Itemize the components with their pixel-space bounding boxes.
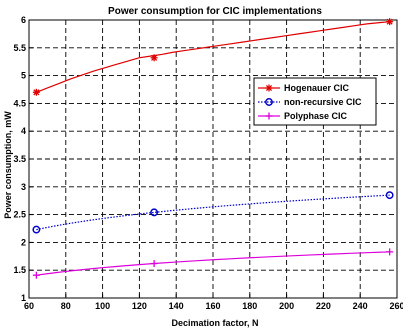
data-point bbox=[32, 225, 41, 234]
y-tick-label: 1 bbox=[21, 293, 26, 303]
grid bbox=[28, 19, 398, 299]
data-point bbox=[386, 248, 394, 256]
series-line bbox=[36, 21, 390, 93]
y-tick-label: 2.5 bbox=[13, 210, 26, 220]
data-point bbox=[32, 271, 40, 279]
x-tick-label: 140 bbox=[169, 301, 184, 311]
series-hogenauer-cic bbox=[32, 18, 394, 96]
legend-marker bbox=[265, 112, 273, 120]
series-line bbox=[36, 194, 390, 231]
data-point bbox=[150, 54, 158, 62]
legend: Hogenauer CIC non-recursive CIC Polyphase … bbox=[253, 77, 377, 126]
legend-marker bbox=[265, 98, 273, 106]
x-axis-label: Decimation factor, N bbox=[171, 318, 258, 328]
data-point bbox=[150, 260, 158, 268]
x-tick-label: 160 bbox=[205, 301, 220, 311]
y-tick-label: 4.5 bbox=[13, 98, 26, 108]
series-non-recursive-cic bbox=[32, 191, 394, 234]
y-tick-label: 4 bbox=[21, 126, 26, 136]
x-tick-label: 120 bbox=[132, 301, 147, 311]
legend-marker bbox=[265, 84, 273, 92]
series-layer bbox=[32, 18, 394, 279]
legend-label: non-recursive CIC bbox=[284, 97, 362, 107]
legend-item-polyphase-cic: Polyphase CIC bbox=[258, 111, 348, 121]
y-tick-label: 1.5 bbox=[13, 265, 26, 275]
y-tick-label: 3.5 bbox=[13, 154, 26, 164]
legend-item-non-recursive-cic: non-recursive CIC bbox=[258, 97, 362, 107]
y-tick-label: 6 bbox=[21, 15, 26, 25]
y-tick-label: 3 bbox=[21, 182, 26, 192]
y-tick-label: 2 bbox=[21, 237, 26, 247]
x-tick-label: 60 bbox=[24, 301, 34, 311]
data-point bbox=[386, 18, 394, 26]
y-tick-label: 5 bbox=[21, 71, 26, 81]
x-tick-label: 100 bbox=[95, 301, 110, 311]
x-tick-label: 200 bbox=[279, 301, 294, 311]
legend-item-hogenauer-cic: Hogenauer CIC bbox=[258, 83, 350, 93]
x-tick-label: 260 bbox=[389, 301, 403, 311]
axes: 60 80 100 120 140 160 180 200 220 240 260 1 1.5 2 2.5 3… bbox=[13, 15, 403, 311]
legend-label: Polyphase CIC bbox=[284, 111, 348, 121]
y-tick-label: 5.5 bbox=[13, 43, 26, 53]
x-tick-label: 240 bbox=[353, 301, 368, 311]
x-tick-label: 80 bbox=[61, 301, 71, 311]
x-tick-label: 220 bbox=[316, 301, 331, 311]
data-point bbox=[150, 208, 159, 217]
data-point bbox=[32, 88, 40, 96]
chart-title: Power consumption for CIC implementation… bbox=[108, 6, 322, 17]
y-axis-label: Power consumption, mW bbox=[3, 111, 13, 219]
legend-label: Hogenauer CIC bbox=[284, 83, 350, 93]
x-tick-label: 180 bbox=[242, 301, 257, 311]
data-point bbox=[385, 191, 394, 200]
series-polyphase-cic bbox=[32, 248, 394, 279]
